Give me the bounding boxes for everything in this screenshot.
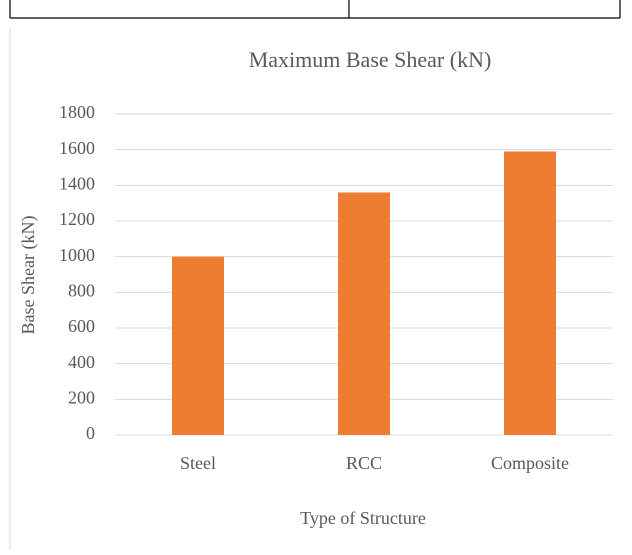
x-axis-title: Type of Structure [300,508,426,528]
y-tick-label: 200 [68,387,95,407]
y-tick-label: 600 [68,316,95,336]
x-tick-label: Steel [180,453,216,473]
bar [504,151,556,435]
y-tick-label: 1000 [59,245,95,265]
chart-title: Maximum Base Shear (kN) [249,47,492,72]
x-tick-label: Composite [491,453,569,473]
y-tick-label: 1400 [59,173,95,193]
bar [172,256,224,435]
y-axis-title: Base Shear (kN) [18,216,39,335]
bar [338,192,390,435]
y-tick-label: 400 [68,352,95,372]
y-tick-label: 1600 [59,138,95,158]
y-tick-label: 0 [86,423,95,443]
y-tick-label: 800 [68,280,95,300]
y-tick-label: 1800 [59,102,95,122]
x-tick-label: RCC [346,453,382,473]
y-tick-label: 1200 [59,209,95,229]
